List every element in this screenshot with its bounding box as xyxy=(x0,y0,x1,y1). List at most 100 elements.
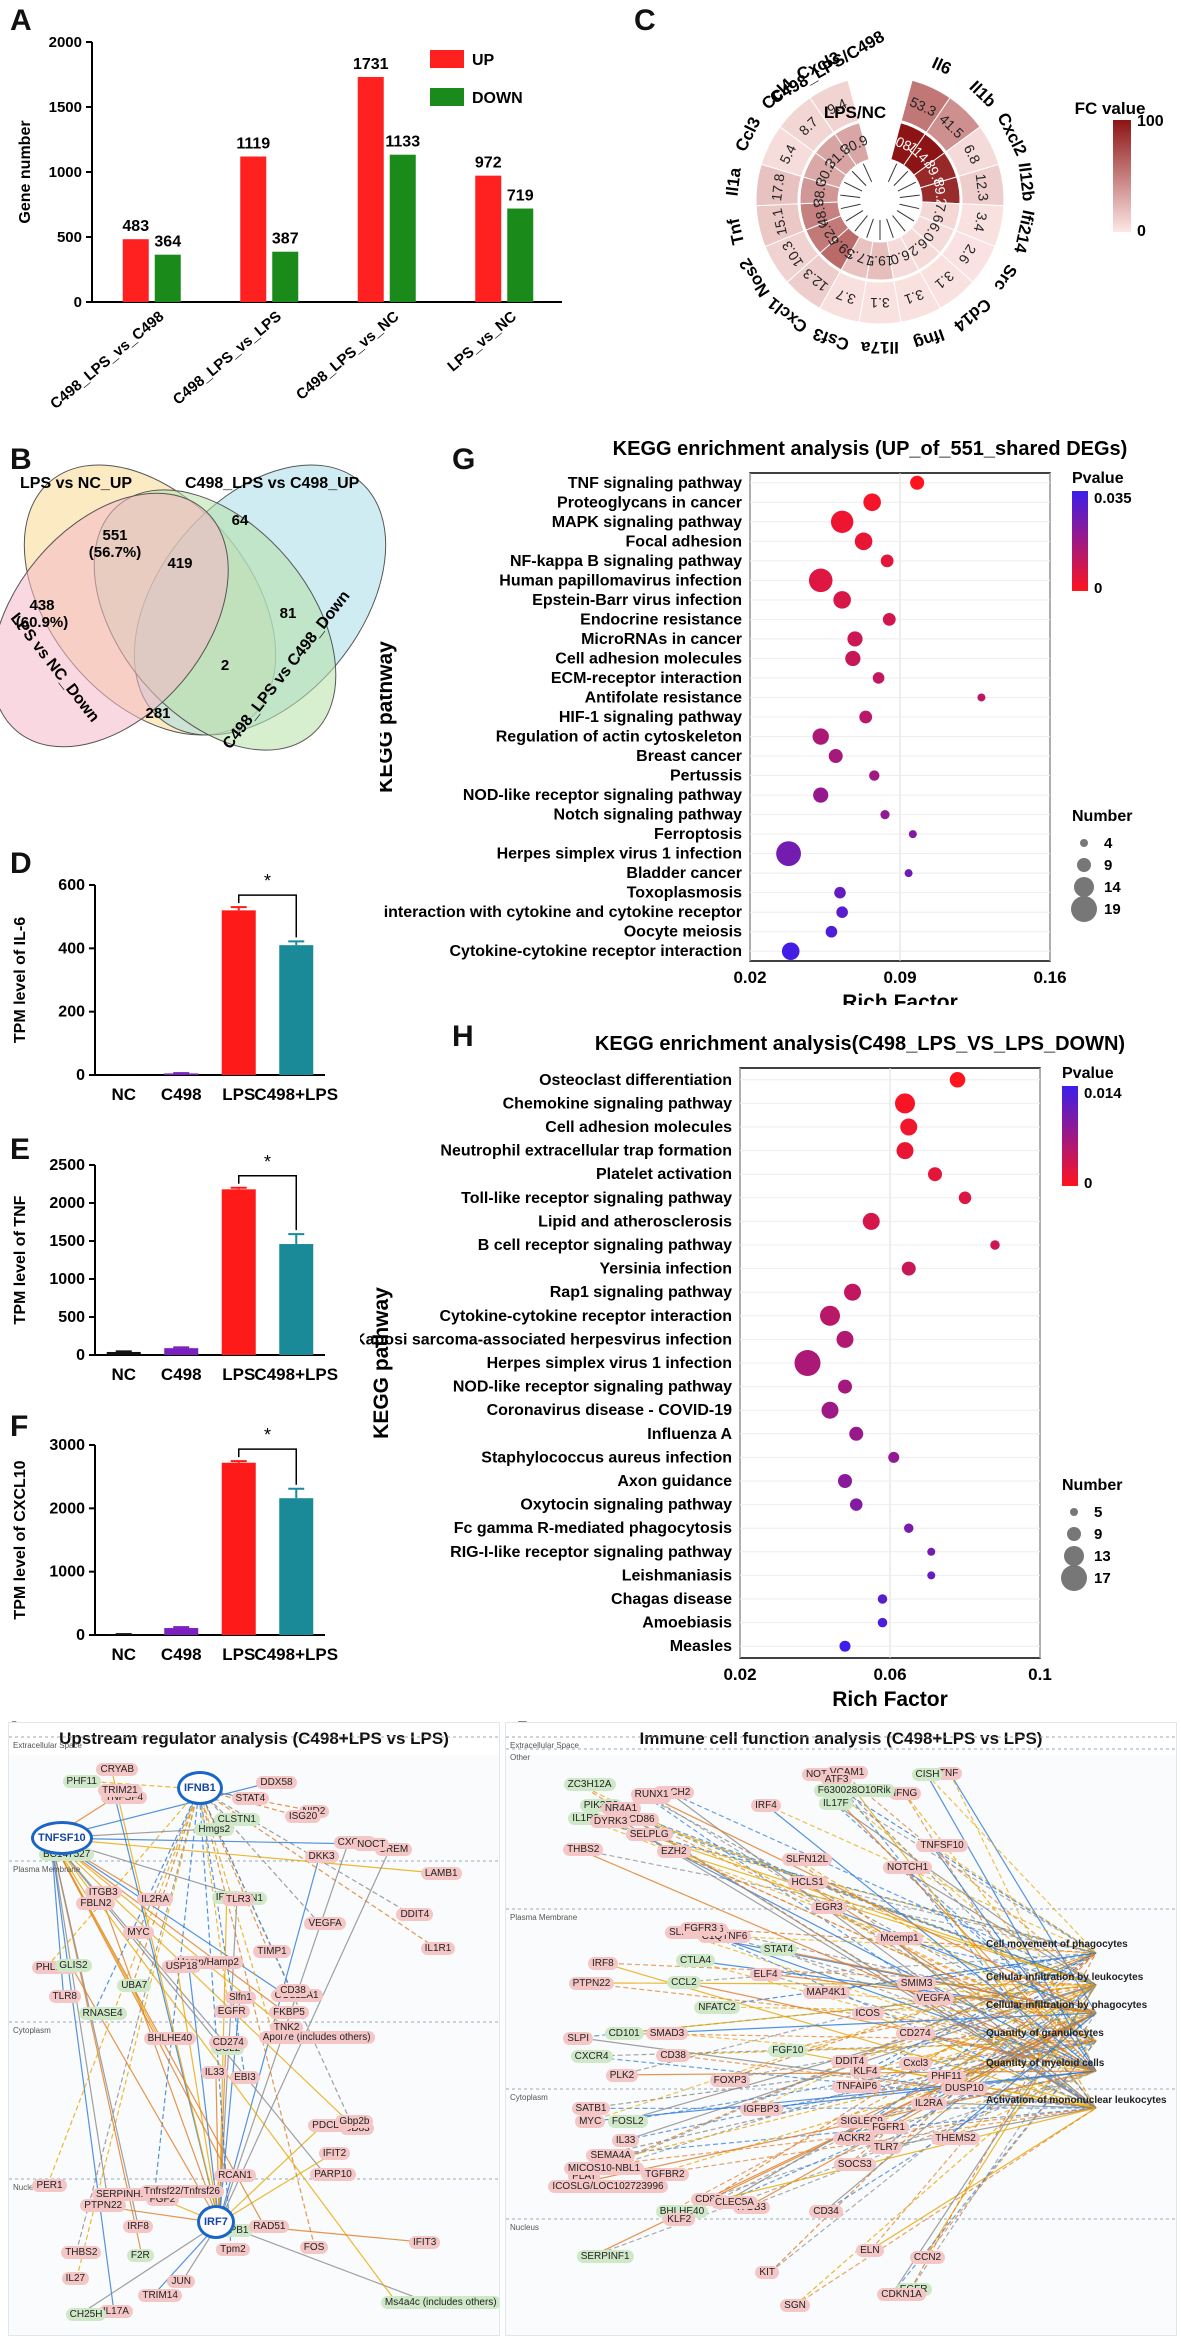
gene-label: Ifi214 xyxy=(1010,208,1038,255)
size-legend-label: 4 xyxy=(1104,835,1113,852)
network-edge xyxy=(828,1789,1097,1954)
venn-region-count: 81 xyxy=(280,605,297,622)
size-legend-dot xyxy=(1070,1508,1078,1516)
network-node: TIMP1 xyxy=(253,1944,291,1958)
network-node: CD274 xyxy=(895,2027,935,2041)
network-edge xyxy=(50,1837,286,1996)
pathway-label: Coronavirus disease - COVID-19 xyxy=(487,1402,733,1419)
pathway-point xyxy=(927,1571,936,1580)
network-node: FOS xyxy=(299,2241,329,2255)
function-label: Cellular infiltration by phagocytes xyxy=(986,2000,1148,2011)
network-edge xyxy=(655,2107,1097,2175)
network-edge xyxy=(926,1773,1097,1954)
heat-cell-value: 17.8 xyxy=(768,173,787,202)
network-node: MYC xyxy=(123,1925,154,1939)
network-node: IL33 xyxy=(200,2065,229,2079)
y-axis-label: KEGG pathway xyxy=(380,641,397,793)
pathway-label: Viral protein interaction with cytokine … xyxy=(380,904,742,921)
pathway-label: Yersinia infection xyxy=(600,1261,732,1278)
size-legend-label: 13 xyxy=(1094,1548,1111,1565)
pathway-label: MAPK signaling pathway xyxy=(552,514,742,531)
network-edge xyxy=(594,1804,1097,1986)
network-edge xyxy=(707,1928,1097,2014)
gene-label: Il6 xyxy=(929,53,954,78)
y-tick-label: 2500 xyxy=(49,1157,85,1174)
network-node: TLR3 xyxy=(221,1892,255,1906)
panel-label-e: E xyxy=(10,1133,31,1166)
gene-label: Src xyxy=(990,261,1021,294)
pathway-label: Kaposi sarcoma-associated herpesvirus in… xyxy=(360,1331,732,1348)
network-node: CTLA4 xyxy=(675,1954,716,1968)
dendrogram-branch xyxy=(897,181,917,192)
network-i-title: Upstream regulator analysis (C498+LPS vs… xyxy=(9,1723,499,1755)
network-node: CRYAB xyxy=(96,1763,138,1777)
pathway-point xyxy=(844,1283,861,1301)
pvalue-legend-max: 0.035 xyxy=(1094,490,1132,507)
network-node: SERPINH1 xyxy=(91,2188,150,2202)
network-node: PHF11 xyxy=(927,2069,966,2083)
pathway-label: Oocyte meiosis xyxy=(624,924,742,941)
pathway-point xyxy=(854,532,873,551)
y-tick-label: 2000 xyxy=(49,1195,85,1212)
y-axis-label: KEGG pathway xyxy=(370,1287,393,1439)
pathway-point xyxy=(821,1401,839,1419)
network-node: F630028O10Rik xyxy=(813,1784,895,1798)
pathway-label: Breast cancer xyxy=(636,748,742,765)
pathway-point xyxy=(794,1350,821,1376)
network-node: RAD51 xyxy=(249,2219,290,2233)
pathway-point xyxy=(781,942,800,961)
bar-down xyxy=(507,208,534,302)
network-node: CCL2 xyxy=(667,1975,701,1989)
panel-label-a: A xyxy=(10,4,32,37)
network-edge xyxy=(694,1927,1097,2042)
pathway-label: NOD-like receptor signaling pathway xyxy=(453,1379,732,1396)
network-node: CXCR4 xyxy=(570,2050,613,2064)
network-edge xyxy=(924,2040,1097,2258)
pathway-label: Proteoglycans in cancer xyxy=(557,494,742,511)
pathway-label: Axon guidance xyxy=(617,1473,732,1490)
bar xyxy=(221,1189,256,1355)
bar-value-label: 1119 xyxy=(236,136,270,153)
network-node: BHLHE40 xyxy=(143,2031,197,2045)
chart-h-kegg-down: KEGG enrichment analysis(C498_LPS_VS_LPS… xyxy=(360,1033,1125,1711)
network-node: F2R xyxy=(126,2249,154,2263)
network-node: CISH xyxy=(911,1768,944,1782)
size-legend-label: 14 xyxy=(1104,879,1121,896)
network-edge xyxy=(816,1773,1097,1954)
chart-e-tnf: 0 500 1000 1500 2000 2500 TPM level of TNF NC C4… xyxy=(12,1152,338,1384)
pathway-point xyxy=(927,1547,936,1556)
network-node: CD38 xyxy=(656,2048,690,2062)
legend-label-up: UP xyxy=(472,52,495,69)
pathway-label: Pertussis xyxy=(670,768,742,785)
network-edge xyxy=(931,1844,1097,1954)
network-edge xyxy=(215,2071,220,2224)
pathway-label: RIG-I-like receptor signaling pathway xyxy=(450,1544,732,1561)
dendrogram-branch xyxy=(843,181,863,192)
gene-label: Il17a xyxy=(861,338,899,357)
network-edge xyxy=(724,2012,1097,2081)
pathway-point xyxy=(828,749,843,764)
pathway-point xyxy=(839,1640,851,1652)
network-node: THBS2 xyxy=(61,2246,102,2260)
network-edge xyxy=(198,1788,269,1951)
network-node: ZC3H12A xyxy=(563,1777,616,1791)
network-edge xyxy=(926,1773,1097,2072)
heat-cell-value: 3.1 xyxy=(870,295,890,311)
network-node: TLR8 xyxy=(48,1989,81,2003)
network-node: FOSL2 xyxy=(607,2114,648,2128)
network-node: SMAD3 xyxy=(645,2026,689,2040)
ring-label-inner: LPS/NC xyxy=(824,103,886,122)
network-node: Slfn1 xyxy=(224,1991,256,2005)
x-tick-label: NC xyxy=(111,1085,136,1104)
network-node: ATF3 xyxy=(820,1773,853,1787)
x-tick-label: C498+LPS xyxy=(254,1365,338,1384)
heat-cell-value: 38.0 xyxy=(810,178,829,207)
pathway-label: Fc gamma R-mediated phagocytosis xyxy=(454,1520,732,1537)
heat-cell-outer xyxy=(809,79,860,134)
pathway-point xyxy=(877,1594,888,1604)
network-node: SGN xyxy=(780,2299,810,2313)
bar-up xyxy=(475,175,502,302)
network-node: TRIM21 xyxy=(98,1783,142,1797)
network-node: Tnfrsf22/Tnfrsf26 xyxy=(139,2184,224,2198)
pathway-point xyxy=(908,830,917,839)
